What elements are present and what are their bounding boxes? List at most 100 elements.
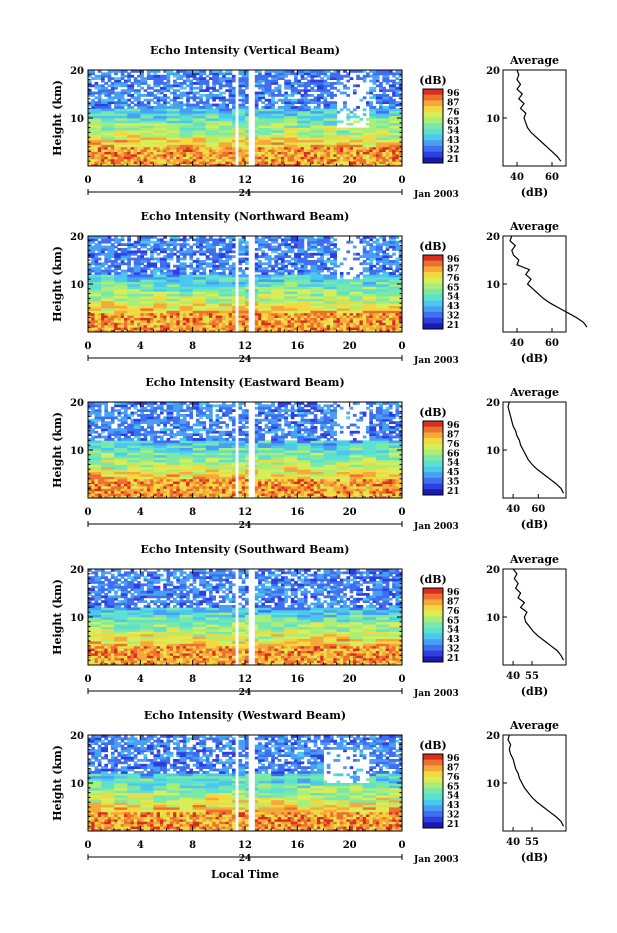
heatmap-cell [199, 111, 203, 114]
heatmap-cell [274, 149, 278, 152]
heatmap-cell [180, 75, 184, 78]
heatmap-cell [150, 159, 154, 162]
heatmap-cell [206, 142, 210, 145]
heatmap-cell [121, 320, 125, 323]
heatmap-cell [157, 101, 161, 104]
heatmap-cell [265, 77, 269, 80]
heatmap-cell [134, 149, 138, 152]
heatmap-cell [173, 111, 177, 114]
heatmap-cell [163, 130, 167, 133]
heatmap-cell [137, 315, 141, 318]
heatmap-cell [268, 92, 272, 95]
heatmap-cell [117, 130, 121, 133]
heatmap-cell [117, 111, 121, 114]
heatmap-cell [206, 303, 210, 306]
heatmap-cell [216, 128, 220, 131]
heatmap-cell [153, 111, 157, 114]
heatmap-cell [330, 320, 334, 323]
heatmap-cell [268, 289, 272, 292]
heatmap-cell [278, 130, 282, 133]
heatmap-cell [242, 130, 246, 133]
heatmap-cell [163, 144, 167, 147]
heatmap-cell [291, 310, 295, 313]
heatmap-cell [337, 301, 341, 304]
heatmap-cell [189, 289, 193, 292]
heatmap-cell [284, 106, 288, 109]
avg-frame [503, 70, 566, 166]
heatmap-cell [127, 99, 131, 102]
heatmap-cell [330, 298, 334, 301]
heatmap-cell [333, 313, 337, 316]
heatmap-cell [98, 296, 102, 299]
heatmap-cell [137, 135, 141, 138]
heatmap-cell [301, 101, 305, 104]
heatmap-cell [134, 147, 138, 150]
heatmap-cell [353, 84, 357, 87]
heatmap-cell [307, 294, 311, 297]
heatmap-cell [320, 140, 324, 143]
heatmap-cell [95, 118, 99, 121]
heatmap-cell [245, 125, 249, 128]
heatmap-cell [111, 294, 115, 297]
heatmap-cell [206, 84, 210, 87]
colorbar-band [423, 89, 443, 95]
heatmap-cell [147, 144, 151, 147]
heatmap-cell [330, 132, 334, 135]
heatmap-cell [346, 298, 350, 301]
heatmap-cell [271, 318, 275, 321]
heatmap-cell [117, 161, 121, 164]
heatmap-cell [238, 156, 242, 159]
heatmap-cell [320, 142, 324, 145]
heatmap-cell [314, 308, 318, 311]
heatmap-cell [150, 310, 154, 313]
heatmap-cell [108, 89, 112, 92]
heatmap-cell [180, 156, 184, 159]
heatmap-cell [265, 108, 269, 111]
heatmap-cell [255, 135, 259, 138]
heatmap-cell [340, 327, 344, 330]
heatmap-cell [288, 149, 292, 152]
heatmap-cell [189, 147, 193, 150]
heatmap-cell [379, 82, 383, 85]
heatmap-cell [117, 77, 121, 80]
heatmap-cell [121, 298, 125, 301]
heatmap-cell [340, 128, 344, 131]
date-label: Jan 2003 [413, 190, 459, 200]
heatmap-cell [333, 154, 337, 157]
heatmap-cell [382, 152, 386, 155]
heatmap-cell [199, 325, 203, 328]
heatmap-cell [265, 135, 269, 138]
heatmap-cell [209, 77, 213, 80]
heatmap-cell [281, 315, 285, 318]
heatmap-cell [186, 113, 190, 116]
heatmap-cell [134, 142, 138, 145]
heatmap-cell [137, 111, 141, 114]
heatmap-cell [350, 327, 354, 330]
heatmap-cell [199, 315, 203, 318]
heatmap-cell [291, 318, 295, 321]
heatmap-cell [242, 310, 246, 313]
heatmap-cell [98, 154, 102, 157]
heatmap-cell [114, 291, 118, 294]
heatmap-cell [134, 301, 138, 304]
heatmap-cell [137, 82, 141, 85]
heatmap-cell [350, 296, 354, 299]
heatmap-cell [209, 327, 213, 330]
heatmap-cell [98, 291, 102, 294]
heatmap-cell [261, 308, 265, 311]
heatmap-cell [392, 137, 396, 140]
heatmap-cell [170, 128, 174, 131]
heatmap-cell [294, 289, 298, 292]
heatmap-cell [144, 327, 148, 330]
heatmap-cell [212, 140, 216, 143]
heatmap-cell [157, 327, 161, 330]
heatmap-cell [104, 149, 108, 152]
heatmap-cell [104, 298, 108, 301]
heatmap-cell [284, 72, 288, 75]
heatmap-cell [160, 111, 164, 114]
heatmap-cell [160, 161, 164, 164]
heatmap-cell [317, 108, 321, 111]
heatmap-cell [173, 306, 177, 309]
heatmap-cell [376, 320, 380, 323]
heatmap-cell [274, 120, 278, 123]
